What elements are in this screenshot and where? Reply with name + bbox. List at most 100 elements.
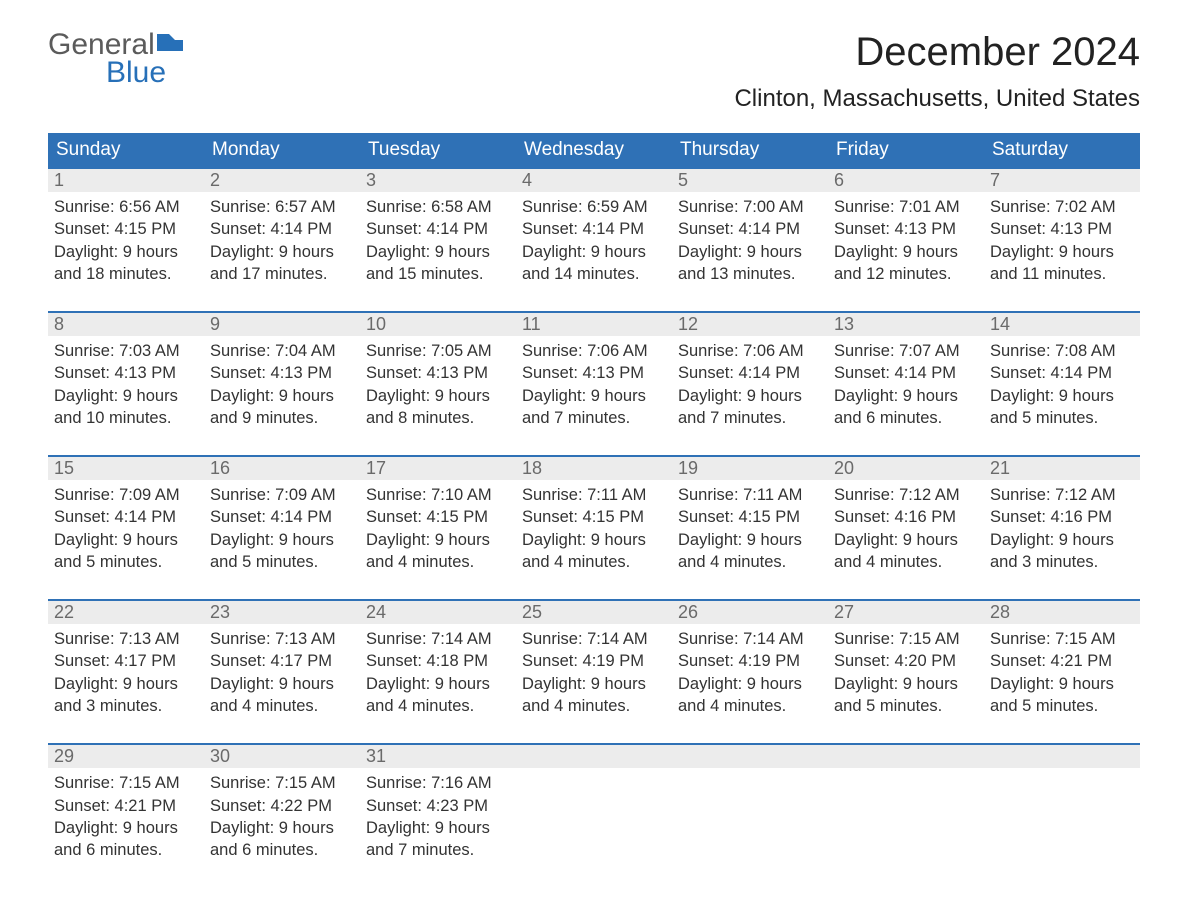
day-number: 23 xyxy=(204,601,360,624)
sunrise-text: Sunrise: 7:14 AM xyxy=(522,628,666,650)
daylight-line-1: Daylight: 9 hours xyxy=(366,817,510,839)
sunset-text: Sunset: 4:14 PM xyxy=(678,362,822,384)
sunrise-text: Sunrise: 7:06 AM xyxy=(522,340,666,362)
sunrise-text: Sunrise: 6:57 AM xyxy=(210,196,354,218)
day-cell: Sunrise: 7:01 AMSunset: 4:13 PMDaylight:… xyxy=(828,192,984,293)
sunset-text: Sunset: 4:17 PM xyxy=(210,650,354,672)
daylight-line-1: Daylight: 9 hours xyxy=(54,817,198,839)
daylight-line-2: and 8 minutes. xyxy=(366,407,510,429)
day-cell: Sunrise: 7:15 AMSunset: 4:20 PMDaylight:… xyxy=(828,624,984,725)
sunset-text: Sunset: 4:14 PM xyxy=(990,362,1134,384)
daylight-line-2: and 4 minutes. xyxy=(366,551,510,573)
sunset-text: Sunset: 4:13 PM xyxy=(522,362,666,384)
month-title: December 2024 xyxy=(734,30,1140,75)
day-number-row: 15161718192021 xyxy=(48,455,1140,480)
sunrise-text: Sunrise: 6:56 AM xyxy=(54,196,198,218)
daylight-line-1: Daylight: 9 hours xyxy=(678,529,822,551)
day-number: 10 xyxy=(360,313,516,336)
daylight-line-2: and 4 minutes. xyxy=(522,695,666,717)
day-of-week-header: Saturday xyxy=(984,133,1140,167)
day-number: 21 xyxy=(984,457,1140,480)
sunset-text: Sunset: 4:14 PM xyxy=(366,218,510,240)
day-number: 19 xyxy=(672,457,828,480)
day-number: 11 xyxy=(516,313,672,336)
day-number-row: 1234567 xyxy=(48,167,1140,192)
day-number xyxy=(672,745,828,768)
sunset-text: Sunset: 4:20 PM xyxy=(834,650,978,672)
daylight-line-1: Daylight: 9 hours xyxy=(990,385,1134,407)
sunrise-text: Sunrise: 7:12 AM xyxy=(834,484,978,506)
day-number: 24 xyxy=(360,601,516,624)
sunrise-text: Sunrise: 7:15 AM xyxy=(834,628,978,650)
day-of-week-header: Thursday xyxy=(672,133,828,167)
daylight-line-2: and 7 minutes. xyxy=(678,407,822,429)
daylight-line-2: and 4 minutes. xyxy=(210,695,354,717)
day-number: 12 xyxy=(672,313,828,336)
sunset-text: Sunset: 4:22 PM xyxy=(210,795,354,817)
daylight-line-2: and 11 minutes. xyxy=(990,263,1134,285)
title-block: December 2024 Clinton, Massachusetts, Un… xyxy=(734,30,1140,113)
sunset-text: Sunset: 4:15 PM xyxy=(522,506,666,528)
sunset-text: Sunset: 4:19 PM xyxy=(522,650,666,672)
day-data-row: Sunrise: 7:13 AMSunset: 4:17 PMDaylight:… xyxy=(48,624,1140,725)
sunset-text: Sunset: 4:19 PM xyxy=(678,650,822,672)
sunrise-text: Sunrise: 7:09 AM xyxy=(210,484,354,506)
sunrise-text: Sunrise: 7:13 AM xyxy=(54,628,198,650)
day-number: 6 xyxy=(828,169,984,192)
daylight-line-2: and 9 minutes. xyxy=(210,407,354,429)
day-number xyxy=(984,745,1140,768)
day-of-week-header: Tuesday xyxy=(360,133,516,167)
daylight-line-2: and 4 minutes. xyxy=(522,551,666,573)
day-of-week-header: Wednesday xyxy=(516,133,672,167)
daylight-line-1: Daylight: 9 hours xyxy=(834,529,978,551)
day-cell: Sunrise: 7:13 AMSunset: 4:17 PMDaylight:… xyxy=(204,624,360,725)
daylight-line-2: and 10 minutes. xyxy=(54,407,198,429)
daylight-line-2: and 3 minutes. xyxy=(990,551,1134,573)
daylight-line-2: and 4 minutes. xyxy=(834,551,978,573)
sunrise-text: Sunrise: 7:16 AM xyxy=(366,772,510,794)
daylight-line-2: and 15 minutes. xyxy=(366,263,510,285)
daylight-line-2: and 17 minutes. xyxy=(210,263,354,285)
day-number-row: 293031 xyxy=(48,743,1140,768)
day-number: 3 xyxy=(360,169,516,192)
day-number xyxy=(516,745,672,768)
day-cell: Sunrise: 7:15 AMSunset: 4:22 PMDaylight:… xyxy=(204,768,360,869)
sunset-text: Sunset: 4:15 PM xyxy=(366,506,510,528)
daylight-line-1: Daylight: 9 hours xyxy=(990,673,1134,695)
daylight-line-2: and 5 minutes. xyxy=(54,551,198,573)
sunset-text: Sunset: 4:13 PM xyxy=(990,218,1134,240)
day-cell: Sunrise: 7:12 AMSunset: 4:16 PMDaylight:… xyxy=(984,480,1140,581)
sunrise-text: Sunrise: 6:59 AM xyxy=(522,196,666,218)
sunrise-text: Sunrise: 7:10 AM xyxy=(366,484,510,506)
daylight-line-1: Daylight: 9 hours xyxy=(366,241,510,263)
day-cell: Sunrise: 7:08 AMSunset: 4:14 PMDaylight:… xyxy=(984,336,1140,437)
day-cell: Sunrise: 7:15 AMSunset: 4:21 PMDaylight:… xyxy=(48,768,204,869)
day-cell: Sunrise: 6:59 AMSunset: 4:14 PMDaylight:… xyxy=(516,192,672,293)
sunrise-text: Sunrise: 7:12 AM xyxy=(990,484,1134,506)
day-cell: Sunrise: 7:14 AMSunset: 4:19 PMDaylight:… xyxy=(672,624,828,725)
sunset-text: Sunset: 4:13 PM xyxy=(366,362,510,384)
daylight-line-1: Daylight: 9 hours xyxy=(54,385,198,407)
sunset-text: Sunset: 4:13 PM xyxy=(210,362,354,384)
sunset-text: Sunset: 4:16 PM xyxy=(834,506,978,528)
day-of-week-header: Friday xyxy=(828,133,984,167)
sunrise-text: Sunrise: 7:15 AM xyxy=(54,772,198,794)
day-number: 14 xyxy=(984,313,1140,336)
day-cell: Sunrise: 7:11 AMSunset: 4:15 PMDaylight:… xyxy=(672,480,828,581)
sunset-text: Sunset: 4:21 PM xyxy=(54,795,198,817)
daylight-line-1: Daylight: 9 hours xyxy=(834,385,978,407)
day-number: 8 xyxy=(48,313,204,336)
daylight-line-1: Daylight: 9 hours xyxy=(678,241,822,263)
daylight-line-1: Daylight: 9 hours xyxy=(522,241,666,263)
day-of-week-header: Monday xyxy=(204,133,360,167)
week-row: 1234567Sunrise: 6:56 AMSunset: 4:15 PMDa… xyxy=(48,167,1140,293)
day-cell: Sunrise: 7:09 AMSunset: 4:14 PMDaylight:… xyxy=(204,480,360,581)
calendar: SundayMondayTuesdayWednesdayThursdayFrid… xyxy=(48,133,1140,869)
daylight-line-1: Daylight: 9 hours xyxy=(366,385,510,407)
day-cell: Sunrise: 7:06 AMSunset: 4:14 PMDaylight:… xyxy=(672,336,828,437)
sunrise-text: Sunrise: 7:14 AM xyxy=(678,628,822,650)
day-number: 31 xyxy=(360,745,516,768)
day-cell: Sunrise: 7:14 AMSunset: 4:19 PMDaylight:… xyxy=(516,624,672,725)
days-of-week-header: SundayMondayTuesdayWednesdayThursdayFrid… xyxy=(48,133,1140,167)
sunrise-text: Sunrise: 7:13 AM xyxy=(210,628,354,650)
